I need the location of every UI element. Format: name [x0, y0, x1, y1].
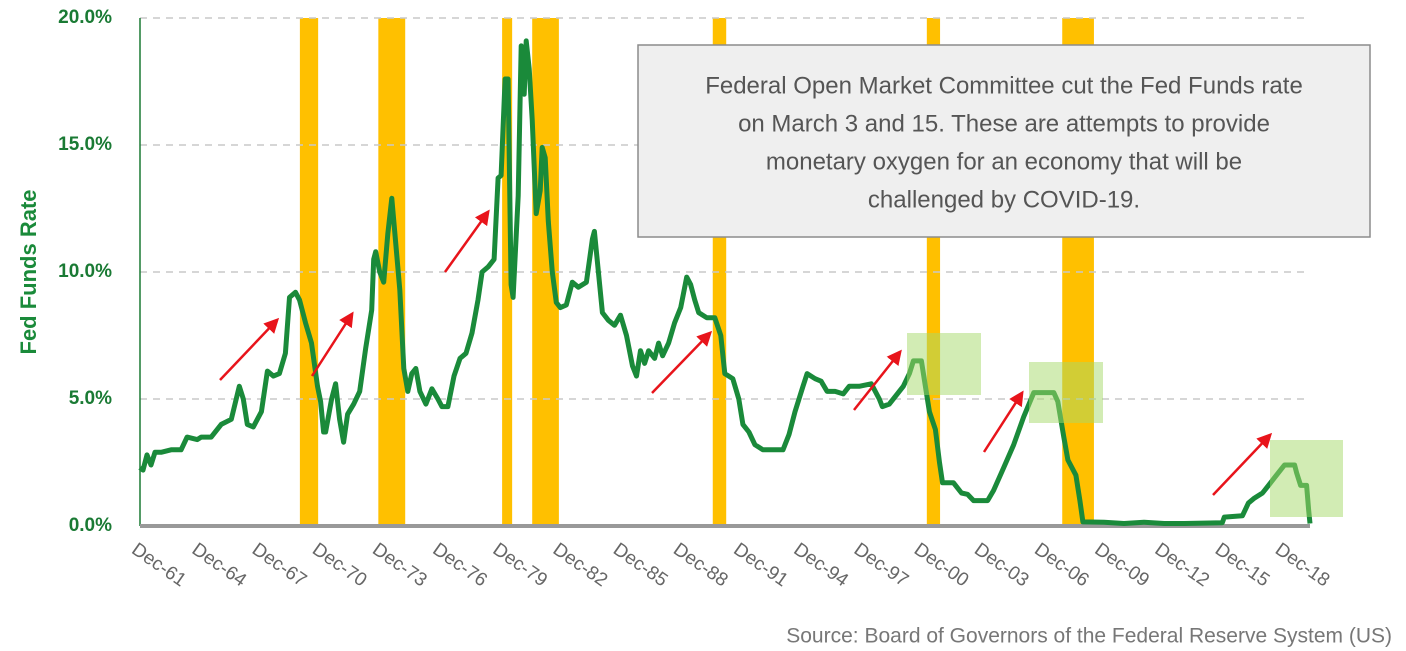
arrow — [982, 390, 1024, 453]
annotation-line: Federal Open Market Committee cut the Fe… — [705, 72, 1303, 99]
y-tick-label: 15.0% — [58, 134, 112, 155]
highlight-box — [907, 333, 981, 395]
y-tick-label: 20.0% — [58, 7, 112, 28]
rate-line — [138, 38, 1313, 526]
annotation-line: on March 3 and 15. These are attempts to… — [738, 110, 1270, 137]
highlight-box — [1270, 440, 1343, 517]
arrow — [651, 330, 713, 394]
x-tick-label: Dec-12 — [1151, 539, 1213, 591]
y-ticks: 0.0% 5.0% 10.0% 15.0% 20.0% — [58, 7, 112, 536]
y-axis-title: Fed Funds Rate — [16, 189, 41, 354]
x-tick-label: Dec-70 — [308, 539, 370, 591]
y-tick-label: 5.0% — [69, 388, 112, 409]
x-ticks: Dec-61Dec-64Dec-67Dec-70Dec-73Dec-76Dec-… — [128, 539, 1334, 592]
x-tick-label: Dec-00 — [910, 539, 972, 591]
y-tick-label: 10.0% — [58, 261, 112, 282]
x-tick-label: Dec-82 — [549, 539, 611, 591]
x-tick-label: Dec-94 — [790, 539, 853, 592]
series — [138, 38, 1313, 526]
arrow — [443, 209, 490, 273]
x-tick-label: Dec-88 — [669, 539, 731, 591]
x-tick-label: Dec-18 — [1271, 539, 1333, 591]
y-tick-label: 0.0% — [69, 515, 112, 536]
arrow — [310, 311, 354, 377]
x-tick-label: Dec-73 — [368, 539, 430, 591]
arrow — [1212, 432, 1273, 496]
x-tick-label: Dec-85 — [609, 539, 671, 591]
x-tick-label: Dec-91 — [730, 539, 792, 591]
annotation-box — [637, 44, 1371, 238]
x-tick-label: Dec-79 — [489, 539, 551, 591]
x-tick-label: Dec-76 — [429, 539, 491, 591]
arrow — [219, 317, 280, 381]
arrow — [853, 349, 902, 411]
x-tick-label: Dec-61 — [128, 539, 190, 591]
x-tick-label: Dec-97 — [850, 539, 912, 591]
x-tick-label: Dec-09 — [1091, 539, 1153, 591]
x-tick-label: Dec-06 — [1030, 539, 1092, 591]
x-tick-label: Dec-03 — [970, 539, 1032, 591]
x-tick-label: Dec-15 — [1211, 539, 1273, 591]
annotation-line: challenged by COVID-19. — [868, 186, 1140, 213]
source: Source: Board of Governors of the Federa… — [786, 625, 1392, 648]
x-tick-label: Dec-67 — [248, 539, 310, 591]
arrows — [219, 209, 1273, 496]
highlights — [907, 333, 1343, 517]
x-tick-label: Dec-64 — [188, 539, 251, 592]
annotation-line: monetary oxygen for an economy that will… — [766, 148, 1242, 175]
highlight-box — [1029, 362, 1103, 423]
